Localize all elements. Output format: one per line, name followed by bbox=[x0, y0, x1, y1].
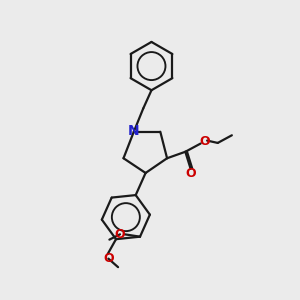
Text: O: O bbox=[115, 227, 125, 241]
Text: O: O bbox=[186, 167, 196, 180]
Text: O: O bbox=[199, 135, 210, 148]
Text: O: O bbox=[103, 252, 114, 265]
Text: N: N bbox=[128, 124, 140, 138]
